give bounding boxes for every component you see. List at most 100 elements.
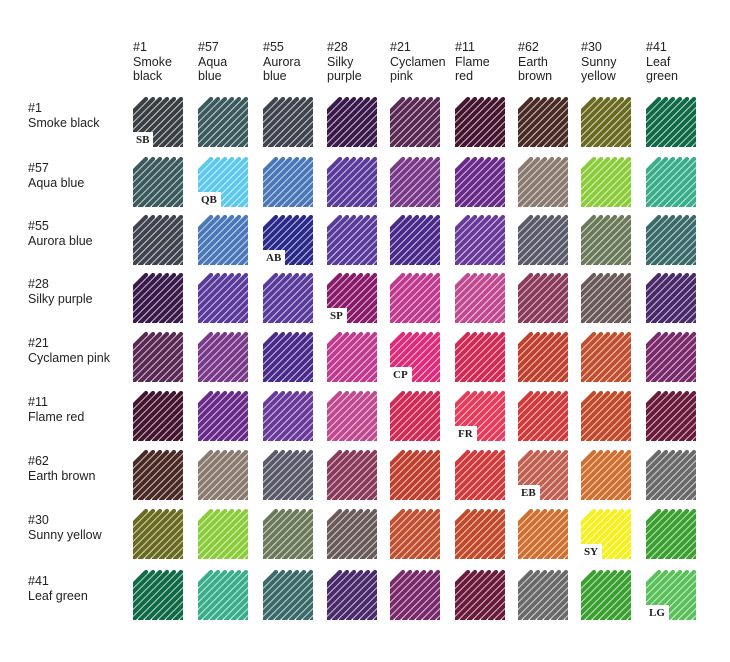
swatch-cell: CP (390, 332, 440, 382)
column-header: #62 Earth brown (518, 40, 553, 83)
swatch-cell (646, 332, 696, 382)
swatch-cell (198, 273, 248, 323)
swatch-abbreviation: SB (133, 132, 154, 147)
hatch-swatch (518, 157, 568, 207)
swatch-cell (646, 273, 696, 323)
hatch-swatch (198, 273, 248, 323)
hatch-swatch (518, 391, 568, 441)
swatch-cell: FR (455, 391, 505, 441)
column-header: #11 Flame red (455, 40, 490, 83)
swatch-abbreviation: FR (455, 426, 477, 441)
row-header: #57 Aqua blue (28, 161, 85, 190)
hatch-swatch (646, 157, 696, 207)
swatch-cell (455, 273, 505, 323)
swatch-cell (518, 97, 568, 147)
swatch-cell (263, 332, 313, 382)
hatch-swatch (133, 450, 183, 500)
hatch-swatch (518, 509, 568, 559)
swatch-cell (646, 391, 696, 441)
hatch-swatch (390, 570, 440, 620)
hatch-swatch (646, 450, 696, 500)
hatch-swatch (455, 332, 505, 382)
swatch-cell (198, 97, 248, 147)
swatch-cell (133, 157, 183, 207)
swatch-cell (327, 97, 377, 147)
hatch-swatch (455, 570, 505, 620)
column-header: #28 Silky purple (327, 40, 362, 83)
swatch-cell (518, 332, 568, 382)
swatch-abbreviation: SP (327, 308, 347, 323)
swatch-cell (581, 273, 631, 323)
hatch-swatch (198, 450, 248, 500)
swatch-cell (455, 157, 505, 207)
row-header: #41 Leaf green (28, 574, 88, 603)
swatch-cell (263, 97, 313, 147)
swatch-cell (327, 509, 377, 559)
swatch-cell (133, 332, 183, 382)
swatch-cell: AB (263, 215, 313, 265)
hatch-swatch (390, 157, 440, 207)
hatch-swatch (581, 332, 631, 382)
swatch-cell (133, 215, 183, 265)
hatch-swatch (263, 157, 313, 207)
swatch-cell (390, 215, 440, 265)
hatch-swatch (518, 215, 568, 265)
hatch-swatch (455, 215, 505, 265)
hatch-swatch (133, 157, 183, 207)
swatch-cell (646, 157, 696, 207)
hatch-swatch (518, 273, 568, 323)
hatch-swatch (198, 391, 248, 441)
hatch-swatch (327, 450, 377, 500)
swatch-cell (133, 509, 183, 559)
hatch-swatch (327, 157, 377, 207)
hatch-swatch (198, 97, 248, 147)
column-header: #1 Smoke black (133, 40, 172, 83)
hatch-swatch (390, 273, 440, 323)
swatch-cell (581, 157, 631, 207)
swatch-cell (646, 450, 696, 500)
swatch-cell (133, 570, 183, 620)
swatch-cell (198, 215, 248, 265)
hatch-swatch (646, 215, 696, 265)
hatch-swatch (390, 450, 440, 500)
hatch-swatch (263, 570, 313, 620)
swatch-cell (390, 450, 440, 500)
hatch-swatch (198, 509, 248, 559)
swatch-cell (455, 332, 505, 382)
hatch-swatch (518, 97, 568, 147)
row-header: #30 Sunny yellow (28, 513, 102, 542)
swatch-cell (390, 570, 440, 620)
swatch-cell (327, 391, 377, 441)
hatch-swatch (263, 273, 313, 323)
hatch-swatch (455, 273, 505, 323)
row-header: #28 Silky purple (28, 277, 93, 306)
hatch-swatch (581, 570, 631, 620)
swatch-cell (198, 332, 248, 382)
swatch-cell (327, 332, 377, 382)
hatch-swatch (646, 97, 696, 147)
hatch-swatch (198, 215, 248, 265)
column-header: #41 Leaf green (646, 40, 678, 83)
swatch-cell (263, 450, 313, 500)
hatch-swatch (455, 450, 505, 500)
swatch-cell (263, 157, 313, 207)
swatch-abbreviation: QB (198, 192, 221, 207)
hatch-swatch (327, 97, 377, 147)
hatch-swatch (518, 332, 568, 382)
swatch-cell (327, 215, 377, 265)
swatch-cell: QB (198, 157, 248, 207)
row-header: #21 Cyclamen pink (28, 336, 110, 365)
swatch-cell (646, 97, 696, 147)
swatch-cell (518, 273, 568, 323)
swatch-cell (133, 450, 183, 500)
swatch-cell (518, 570, 568, 620)
row-header: #62 Earth brown (28, 454, 96, 483)
row-header: #11 Flame red (28, 395, 85, 424)
swatch-cell (518, 215, 568, 265)
swatch-cell (198, 391, 248, 441)
hatch-swatch (646, 391, 696, 441)
swatch-cell (390, 509, 440, 559)
hatch-swatch (133, 332, 183, 382)
swatch-cell (198, 450, 248, 500)
swatch-cell (455, 570, 505, 620)
